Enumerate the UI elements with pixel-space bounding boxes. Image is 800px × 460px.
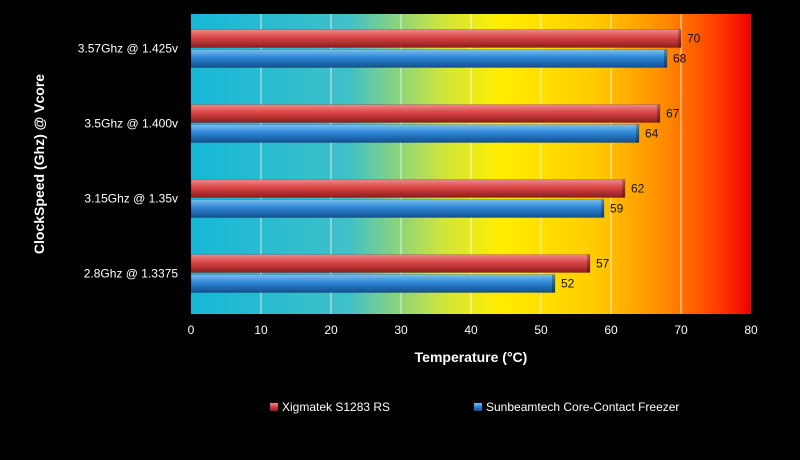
- x-tick-label: 10: [254, 323, 268, 337]
- x-tick-label: 30: [394, 323, 408, 337]
- bar-xigmatek: [190, 104, 661, 123]
- x-tick-label: 0: [188, 323, 195, 337]
- data-label: 57: [596, 257, 610, 271]
- data-label: 67: [666, 107, 680, 121]
- data-label: 59: [610, 202, 624, 216]
- category-label: 3.57Ghz @ 1.425v: [78, 42, 178, 56]
- data-label: 64: [645, 127, 659, 141]
- category-label: 3.15Ghz @ 1.35v: [84, 192, 178, 206]
- bar-xigmatek: [190, 179, 626, 198]
- data-label: 62: [631, 182, 645, 196]
- data-label: 52: [561, 277, 575, 291]
- x-axis-title: Temperature (°C): [415, 349, 528, 365]
- bar-cap: [587, 254, 590, 273]
- legend-label-xigmatek: Xigmatek S1283 RS: [282, 400, 390, 414]
- x-tick-label: 70: [674, 323, 688, 337]
- bar-cap: [636, 124, 639, 143]
- bar-cap: [657, 104, 660, 123]
- x-tick-label: 60: [604, 323, 618, 337]
- bar-sunbeamtech: [190, 199, 605, 218]
- bar-sunbeamtech: [190, 124, 640, 143]
- x-tick-label: 50: [534, 323, 548, 337]
- bar-xigmatek: [190, 29, 682, 48]
- x-tick-labels: 0 10 20 30 40 50 60 70 80: [188, 323, 758, 337]
- bar-xigmatek: [190, 254, 591, 273]
- category-label: 2.8Ghz @ 1.3375: [84, 267, 179, 281]
- category-labels: 3.57Ghz @ 1.425v 3.5Ghz @ 1.400v 3.15Ghz @…: [78, 42, 179, 281]
- legend: Xigmatek S1283 RS Sunbeamtech Core-Conta…: [270, 400, 679, 414]
- bar-cap: [552, 274, 555, 293]
- data-label: 70: [687, 32, 701, 46]
- x-tick-label: 40: [464, 323, 478, 337]
- legend-swatch-sunbeamtech: [474, 403, 482, 411]
- legend-swatch-xigmatek: [270, 403, 278, 411]
- bars: [190, 29, 682, 293]
- category-label: 3.5Ghz @ 1.400v: [84, 117, 178, 131]
- bar-cap: [664, 49, 667, 68]
- bar-cap: [678, 29, 681, 48]
- bar-sunbeamtech: [190, 49, 668, 68]
- x-tick-label: 20: [324, 323, 338, 337]
- bar-cap: [601, 199, 604, 218]
- data-label: 68: [673, 52, 687, 66]
- y-axis-title: ClockSpeed (Ghz) @ Vcore: [31, 74, 47, 254]
- bar-cap: [622, 179, 625, 198]
- x-tick-label: 80: [744, 323, 758, 337]
- legend-label-sunbeamtech: Sunbeamtech Core-Contact Freezer: [486, 400, 679, 414]
- bar-sunbeamtech: [190, 274, 556, 293]
